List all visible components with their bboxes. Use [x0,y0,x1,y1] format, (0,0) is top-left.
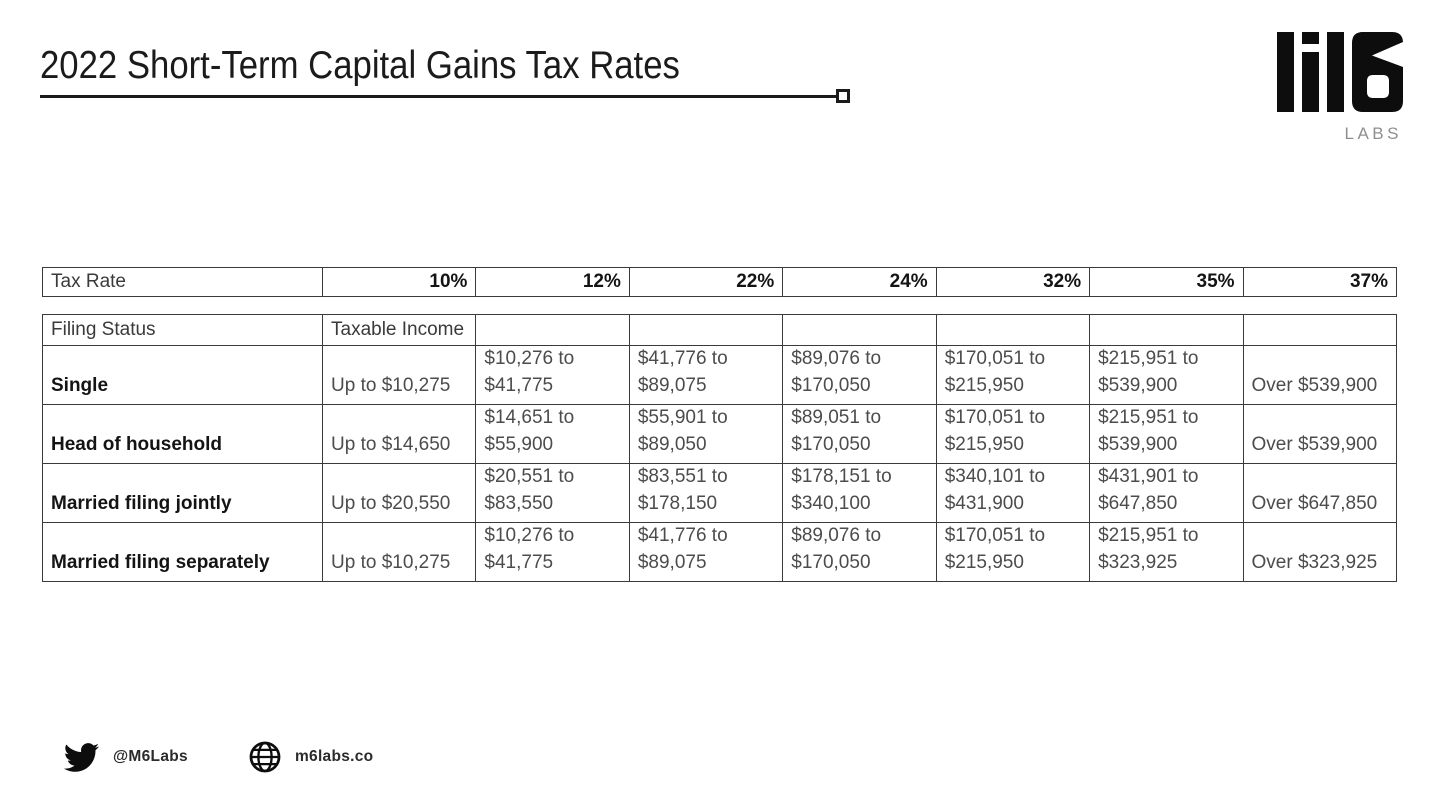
header-empty-cell [1242,314,1398,346]
rate-cell-10: 10% [321,267,477,297]
table-row-head-of-household: Head of household Up to $14,650 $14,651 … [42,403,1398,464]
m6-labs-logo: LABS [1277,32,1403,144]
header-taxable-income: Taxable Income [321,314,477,346]
bracket-cell: $340,101 to $431,900 [935,462,1091,523]
header-empty-cell [782,314,937,346]
bracket-cell: $215,951 to $323,925 [1089,521,1244,582]
m6-logo-icon [1277,32,1403,112]
bracket-cell: $215,951 to $539,900 [1089,345,1244,405]
twitter-handle: @M6Labs [113,748,188,765]
bracket-cell: $89,051 to $170,050 [782,403,937,464]
twitter-item: @M6Labs [62,742,188,773]
bracket-cell: $20,551 to $83,550 [475,462,630,523]
table-row-single: Single Up to $10,275 $10,276 to $41,775 … [42,345,1398,405]
table-row-married-jointly: Married filing jointly Up to $20,550 $20… [42,462,1398,523]
tax-rate-row: Tax Rate 10% 12% 22% 24% 32% 35% 37% [42,267,1398,297]
bracket-cell: $41,776 to $89,075 [628,345,784,405]
bracket-cell: Up to $14,650 [321,403,477,464]
footer: @M6Labs m6labs.co [62,740,373,774]
table-header-row: Filing Status Taxable Income [42,314,1398,346]
bracket-cell: $83,551 to $178,150 [628,462,784,523]
bracket-cell: Up to $10,275 [321,345,477,405]
underline-end-square [836,89,850,103]
filing-status-cell: Single [42,345,323,405]
header-empty-cell [475,314,630,346]
bracket-cell: $10,276 to $41,775 [475,521,630,582]
filing-status-cell: Married filing jointly [42,462,323,523]
bracket-cell: $55,901 to $89,050 [628,403,784,464]
header-filing-status: Filing Status [42,314,323,346]
bracket-cell: Over $539,900 [1242,345,1398,405]
header-empty-cell [628,314,784,346]
filing-status-table: Filing Status Taxable Income Single Up t… [42,314,1398,582]
bracket-cell: $10,276 to $41,775 [475,345,630,405]
bracket-cell: Over $323,925 [1242,521,1398,582]
bracket-cell: $431,901 to $647,850 [1089,462,1244,523]
bracket-cell: $89,076 to $170,050 [782,345,937,405]
rate-cell-12: 12% [475,267,630,297]
bracket-cell: Over $647,850 [1242,462,1398,523]
rate-cell-32: 32% [935,267,1091,297]
bracket-cell: $215,951 to $539,900 [1089,403,1244,464]
bracket-cell: $170,051 to $215,950 [935,521,1091,582]
labs-label: LABS [1344,124,1402,143]
bracket-cell: $170,051 to $215,950 [935,345,1091,405]
website-url: m6labs.co [294,748,374,765]
header-empty-cell [1089,314,1244,346]
rate-cell-24: 24% [782,267,937,297]
tax-rate-table: Tax Rate 10% 12% 22% 24% 32% 35% 37% [42,267,1398,297]
header-empty-cell [935,314,1091,346]
tax-rate-label: Tax Rate [42,267,323,297]
website-item: m6labs.co [248,740,374,774]
twitter-icon [63,742,100,772]
bracket-cell: Over $539,900 [1242,403,1398,464]
rate-cell-22: 22% [628,267,784,297]
bracket-cell: $170,051 to $215,950 [935,403,1091,464]
bracket-cell: Up to $20,550 [321,462,477,523]
title-underline [40,89,850,103]
filing-status-cell: Head of household [42,403,323,464]
page-title: 2022 Short-Term Capital Gains Tax Rates [40,44,680,87]
rate-cell-35: 35% [1089,267,1244,297]
globe-icon [249,741,281,773]
bracket-cell: $178,151 to $340,100 [782,462,937,523]
bracket-cell: $89,076 to $170,050 [782,521,937,582]
table-row-married-separately: Married filing separately Up to $10,275 … [42,521,1398,582]
bracket-cell: $14,651 to $55,900 [475,403,630,464]
rate-cell-37: 37% [1242,267,1398,297]
bracket-cell: Up to $10,275 [321,521,477,582]
filing-status-cell: Married filing separately [42,521,323,582]
bracket-cell: $41,776 to $89,075 [628,521,784,582]
